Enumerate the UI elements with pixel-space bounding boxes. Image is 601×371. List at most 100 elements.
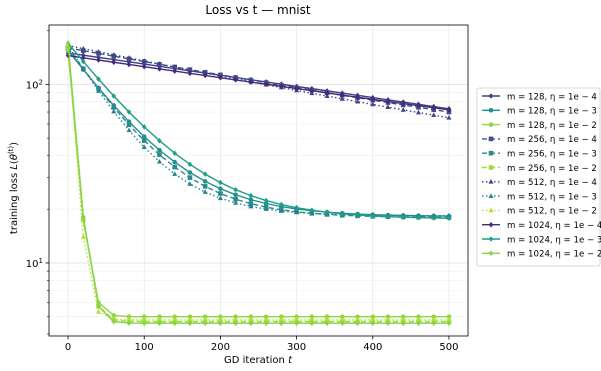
data-point [446,320,452,326]
data-point [157,320,162,326]
data-point [431,212,437,218]
data-point [385,320,391,326]
data-point [233,314,238,320]
y-tick-label: 101 [26,257,43,270]
data-point [187,320,193,326]
data-point [141,320,147,326]
data-point [309,320,315,326]
data-point [431,317,437,322]
data-point [172,171,178,176]
data-point [95,48,102,54]
data-point [187,70,193,77]
data-point [385,314,391,320]
data-point [446,314,452,320]
data-point [355,317,361,322]
legend-label: m = 1024, η = 1e − 2 [507,250,601,260]
grid-lines [49,25,468,336]
series-group [65,42,452,218]
data-point [141,63,147,70]
legend-entry: m = 128, η = 1e − 3 [482,107,597,117]
plot-frame [48,24,469,337]
data-point [400,100,406,107]
data-point [340,320,345,326]
chart-title: Loss vs t — mnist [205,3,311,17]
data-point [294,204,299,211]
data-point [294,314,299,320]
data-point [263,197,269,204]
data-point [324,90,330,96]
data-point [400,107,406,112]
data-point [324,317,330,322]
data-point [80,213,86,220]
data-point [400,214,406,220]
data-point [96,57,101,63]
series-line [67,47,450,113]
data-point [279,83,284,90]
data-point [355,212,360,218]
data-point [248,317,254,322]
data-point [370,317,376,322]
data-point [385,104,391,109]
data-point [111,318,117,325]
data-point [248,314,254,320]
data-point [324,314,330,320]
x-tick-label: 100 [135,342,154,353]
data-point [202,72,208,79]
data-point [294,317,300,322]
data-point [370,320,376,326]
x-tick-label: 400 [363,342,382,353]
data-point [187,181,193,186]
data-point [416,320,421,326]
data-point [263,317,269,322]
data-point [172,320,177,326]
series-layer [65,40,452,326]
legend-label: m = 1024, η = 1e − 3 [507,235,601,245]
legend-marker [488,207,494,213]
legend-entry: m = 512, η = 1e − 2 [482,207,597,217]
data-point [111,313,117,318]
data-point [279,320,284,326]
data-point [157,147,162,153]
data-point [340,314,345,320]
legend-frame [476,87,601,267]
data-point [126,317,132,322]
data-point [141,314,147,320]
data-point [415,109,422,115]
series-group [65,48,452,320]
data-point [385,98,391,105]
data-point [202,320,208,326]
data-point [233,320,238,326]
data-point [126,320,132,326]
legend-marker [488,179,494,184]
data-point [141,317,147,322]
data-point [172,68,177,74]
data-point [218,74,223,81]
data-point [80,234,86,239]
y-tick-label: 102 [26,78,43,91]
legend: m = 128, η = 1e − 4 m = 128, η = 1e − 3 m … [476,87,601,267]
legend-label: m = 128, η = 1e − 3 [507,107,597,117]
data-point [248,201,254,206]
data-point [172,314,177,320]
legend-entry: m = 512, η = 1e − 3 [482,192,597,202]
data-point [80,48,86,53]
data-point [263,320,269,326]
legend-entry: m = 1024, η = 1e − 4 [482,221,601,231]
legend-items: m = 128, η = 1e − 4 m = 128, η = 1e − 3 m … [482,92,601,260]
data-point [141,58,147,63]
legend-marker [488,93,494,99]
data-point [172,150,177,156]
legend-marker [488,236,494,242]
data-point [294,209,300,215]
data-point [126,314,132,319]
series-line [67,44,450,119]
data-point [217,317,223,322]
data-point [187,67,193,72]
data-point [126,109,132,115]
legend-label: m = 256, η = 1e − 4 [507,135,597,145]
data-point [340,210,345,217]
data-point [233,200,239,205]
data-point [248,320,254,326]
data-point [263,81,269,88]
data-point [202,184,208,189]
